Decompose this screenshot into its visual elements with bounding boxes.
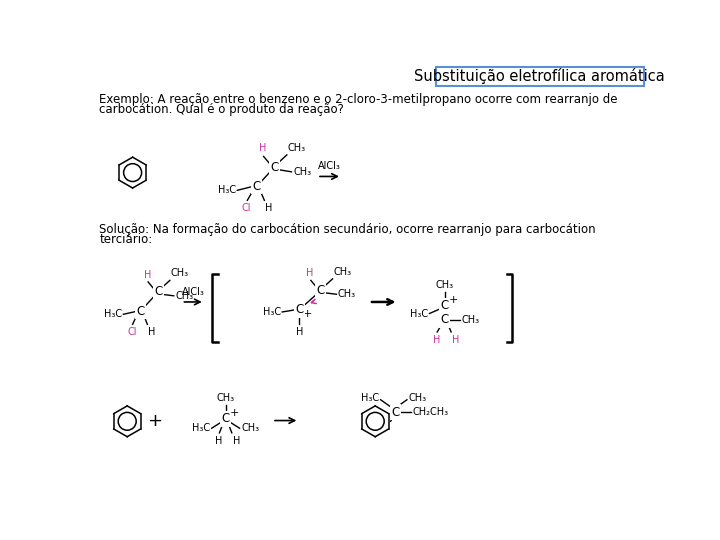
Text: C: C [154,286,162,299]
Text: C: C [270,161,279,174]
Text: C: C [222,413,230,426]
Text: CH₃: CH₃ [217,393,235,403]
Text: terciário:: terciário: [99,233,153,246]
Text: CH₃: CH₃ [333,267,351,276]
Text: CH₃: CH₃ [462,315,480,325]
Text: H: H [148,327,156,338]
Text: C: C [441,299,449,312]
Text: carbocátion. Qual é o produto da reação?: carbocátion. Qual é o produto da reação? [99,103,344,116]
Text: C: C [441,313,449,326]
Text: CH₃: CH₃ [171,268,189,278]
Text: CH₃: CH₃ [436,280,454,289]
Text: AlCl₃: AlCl₃ [318,161,341,171]
Text: H₃C: H₃C [361,393,379,403]
Text: Cl: Cl [127,327,137,338]
Text: CH₂CH₃: CH₂CH₃ [413,407,449,417]
Text: Exemplo: A reação entre o benzeno e o 2-cloro-3-metilpropano ocorre com rearranj: Exemplo: A reação entre o benzeno e o 2-… [99,92,618,105]
FancyArrowPatch shape [311,299,316,303]
Text: H: H [307,268,314,278]
Text: C: C [391,406,400,419]
Text: +: + [230,408,239,418]
Text: AlCl₃: AlCl₃ [181,287,204,296]
Text: H: H [215,436,222,446]
Text: Cl: Cl [242,204,251,213]
Text: H: H [259,143,266,153]
Text: H: H [265,204,273,213]
Text: +: + [449,295,458,306]
Text: H₃C: H₃C [263,307,281,317]
Text: H₃C: H₃C [410,308,428,319]
Text: +: + [147,413,162,430]
Text: H: H [452,335,459,345]
Text: H: H [144,269,151,280]
Text: C: C [253,180,261,193]
Text: H₃C: H₃C [104,309,122,319]
Text: +: + [303,308,312,319]
Text: Solução: Na formação do carbocátion secundário, ocorre rearranjo para carbocátio: Solução: Na formação do carbocátion secu… [99,222,596,235]
Text: H₃C: H₃C [217,185,235,195]
Text: H: H [433,335,440,345]
Text: CH₃: CH₃ [293,167,311,177]
Text: CH₃: CH₃ [175,291,194,301]
Text: H₃C: H₃C [192,423,210,433]
Text: C: C [136,305,145,318]
Text: C: C [295,303,303,316]
Text: H: H [233,436,240,446]
FancyBboxPatch shape [436,67,644,86]
Text: CH₃: CH₃ [241,423,259,433]
Text: CH₃: CH₃ [338,289,356,299]
Text: H: H [296,327,303,336]
Text: C: C [317,284,325,297]
Text: CH₃: CH₃ [287,143,306,153]
Text: CH₃: CH₃ [408,393,427,403]
Text: Substituição eletrofílica aromática: Substituição eletrofílica aromática [414,69,665,84]
